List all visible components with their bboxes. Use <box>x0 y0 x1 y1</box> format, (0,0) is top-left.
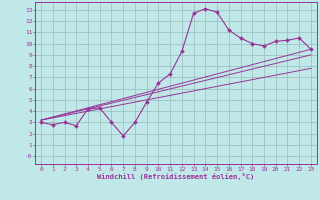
X-axis label: Windchill (Refroidissement éolien,°C): Windchill (Refroidissement éolien,°C) <box>97 173 255 180</box>
